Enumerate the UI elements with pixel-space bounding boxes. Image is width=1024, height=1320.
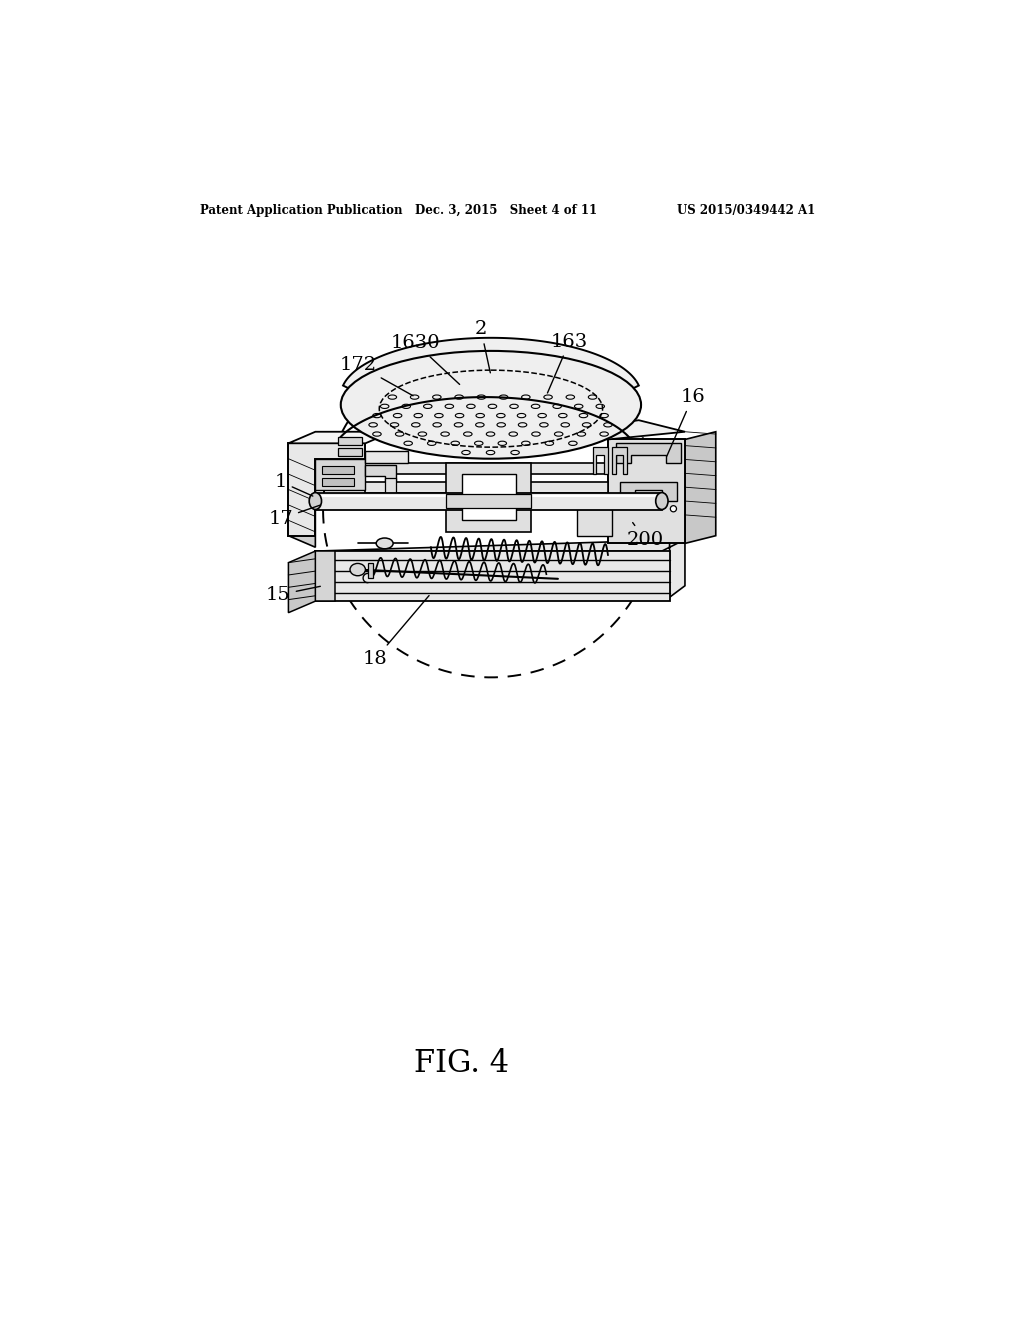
Ellipse shape: [655, 492, 668, 510]
Polygon shape: [339, 447, 361, 455]
Text: US 2015/0349442 A1: US 2015/0349442 A1: [677, 205, 815, 218]
Polygon shape: [315, 492, 662, 510]
Text: 18: 18: [364, 595, 429, 668]
Ellipse shape: [309, 492, 322, 510]
Text: 172: 172: [339, 356, 413, 396]
Polygon shape: [385, 478, 396, 494]
Text: 1: 1: [274, 473, 312, 496]
Polygon shape: [315, 532, 685, 597]
Text: Patent Application Publication: Patent Application Publication: [200, 205, 402, 218]
Polygon shape: [462, 474, 515, 520]
Polygon shape: [289, 444, 366, 536]
Text: 15: 15: [266, 586, 321, 605]
Ellipse shape: [341, 351, 641, 459]
Polygon shape: [446, 494, 531, 508]
Polygon shape: [315, 459, 366, 490]
Polygon shape: [339, 437, 361, 445]
Polygon shape: [615, 444, 681, 462]
Ellipse shape: [350, 564, 366, 576]
Polygon shape: [366, 451, 408, 462]
Polygon shape: [366, 462, 608, 474]
Text: 2: 2: [475, 321, 490, 372]
Ellipse shape: [671, 506, 677, 512]
Polygon shape: [446, 462, 531, 532]
Polygon shape: [289, 444, 315, 548]
Ellipse shape: [376, 539, 393, 549]
Polygon shape: [578, 508, 611, 536]
Polygon shape: [593, 447, 608, 474]
Text: Dec. 3, 2015   Sheet 4 of 11: Dec. 3, 2015 Sheet 4 of 11: [416, 205, 598, 218]
Text: 16: 16: [667, 388, 706, 457]
Text: 200: 200: [627, 523, 664, 549]
Polygon shape: [322, 466, 354, 474]
Polygon shape: [366, 465, 396, 482]
Polygon shape: [289, 432, 392, 444]
Polygon shape: [343, 338, 639, 395]
Polygon shape: [562, 420, 685, 440]
Polygon shape: [685, 432, 716, 544]
Polygon shape: [608, 440, 685, 544]
Text: 163: 163: [548, 333, 588, 393]
Polygon shape: [322, 478, 354, 486]
Polygon shape: [315, 552, 335, 601]
Text: 17: 17: [268, 506, 321, 528]
Polygon shape: [315, 552, 670, 601]
Text: 1630: 1630: [390, 334, 460, 384]
Polygon shape: [620, 482, 677, 502]
Polygon shape: [366, 482, 608, 494]
Text: FIG. 4: FIG. 4: [414, 1048, 509, 1078]
Polygon shape: [289, 552, 315, 612]
Polygon shape: [611, 447, 628, 474]
Polygon shape: [368, 562, 373, 578]
